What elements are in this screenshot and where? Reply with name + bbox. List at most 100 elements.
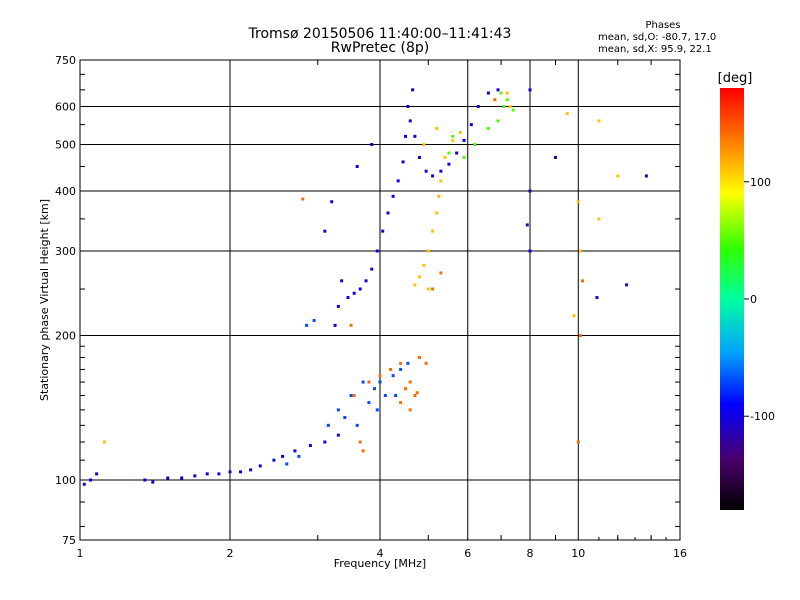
data-point (528, 249, 532, 253)
data-point (511, 108, 515, 112)
data-points (82, 88, 648, 486)
data-point (394, 394, 398, 398)
plot-frame (79, 59, 681, 541)
data-point (505, 91, 509, 95)
x-tick-label: 2 (227, 547, 234, 560)
data-point (525, 223, 529, 227)
data-point (336, 304, 340, 308)
x-tick-label: 6 (464, 547, 471, 560)
data-point (343, 415, 347, 419)
data-point (439, 271, 443, 275)
colorbar-ticks: 100 0 -100 (744, 176, 775, 423)
data-point (403, 387, 407, 391)
data-point (391, 374, 395, 378)
y-tick-label: 500 (55, 139, 76, 152)
data-point (625, 283, 629, 287)
data-point (323, 229, 327, 233)
x-tick-label: 8 (527, 547, 534, 560)
data-point (422, 263, 426, 267)
data-point (364, 279, 368, 283)
data-point (406, 361, 410, 365)
data-point (336, 408, 340, 412)
data-point (581, 279, 585, 283)
data-point (462, 155, 466, 159)
data-point (143, 478, 147, 482)
data-point (281, 454, 285, 458)
data-point (301, 197, 305, 201)
data-point (312, 318, 316, 322)
data-point (572, 314, 576, 318)
y-tick-label: 75 (62, 534, 76, 547)
data-point (340, 279, 344, 283)
data-point (333, 323, 337, 327)
phase-info-title: Phases (645, 20, 681, 31)
data-point (349, 323, 353, 327)
data-point (401, 160, 405, 164)
y-axis-label: Stationary phase Virtual Height [km] (38, 199, 51, 401)
data-point (578, 249, 582, 253)
data-point (399, 367, 403, 371)
colorbar-tick-label: 0 (750, 293, 757, 306)
phase-info: Phases mean, sd,O: -80.7, 17.0 mean, sd,… (598, 20, 728, 56)
data-point (272, 458, 276, 462)
data-point (383, 394, 387, 398)
data-point (370, 267, 374, 271)
y-tick-label: 600 (55, 101, 76, 114)
x-tick-label: 1 (77, 547, 84, 560)
data-point (447, 151, 451, 155)
data-point (408, 119, 412, 123)
data-point (378, 374, 382, 378)
data-point (426, 287, 430, 291)
data-point (616, 174, 620, 178)
data-point (103, 440, 107, 444)
data-point (285, 462, 289, 466)
data-point (493, 98, 497, 102)
colorbar-tick-label: 100 (750, 176, 771, 189)
data-point (411, 88, 415, 92)
data-point (565, 112, 569, 116)
x-tick-label: 10 (571, 547, 585, 560)
data-point (352, 291, 356, 295)
colorbar (720, 88, 744, 510)
data-point (528, 88, 532, 92)
data-point (417, 355, 421, 359)
data-point (399, 401, 403, 405)
data-point (528, 189, 532, 193)
data-point (373, 387, 377, 391)
data-point (406, 105, 410, 109)
data-point (502, 105, 506, 109)
data-point (439, 179, 443, 183)
data-point (417, 275, 421, 279)
data-point (386, 211, 390, 215)
colorbar-tick-label: -100 (750, 410, 775, 423)
data-point (367, 380, 371, 384)
data-point (413, 134, 417, 138)
data-point (496, 88, 500, 92)
data-point (346, 296, 350, 300)
data-point (597, 119, 601, 123)
data-point (323, 440, 327, 444)
data-point (439, 169, 443, 173)
data-point (378, 380, 382, 384)
x-tick-label: 4 (377, 547, 384, 560)
grid-layer (80, 60, 680, 540)
data-point (508, 105, 512, 109)
data-point (355, 164, 359, 168)
data-point (462, 138, 466, 142)
data-point (370, 143, 374, 147)
data-point (576, 440, 580, 444)
data-point (437, 194, 441, 198)
x-axis-label: Frequency [MHz] (334, 557, 426, 570)
data-point (180, 476, 184, 480)
data-point (151, 480, 155, 484)
data-point (308, 444, 312, 448)
data-point (336, 433, 340, 437)
data-point (505, 98, 509, 102)
data-point (447, 162, 451, 166)
data-point (451, 138, 455, 142)
y-tick-label: 300 (55, 245, 76, 258)
data-point (415, 391, 419, 395)
data-point (239, 470, 243, 474)
data-point (205, 472, 209, 476)
